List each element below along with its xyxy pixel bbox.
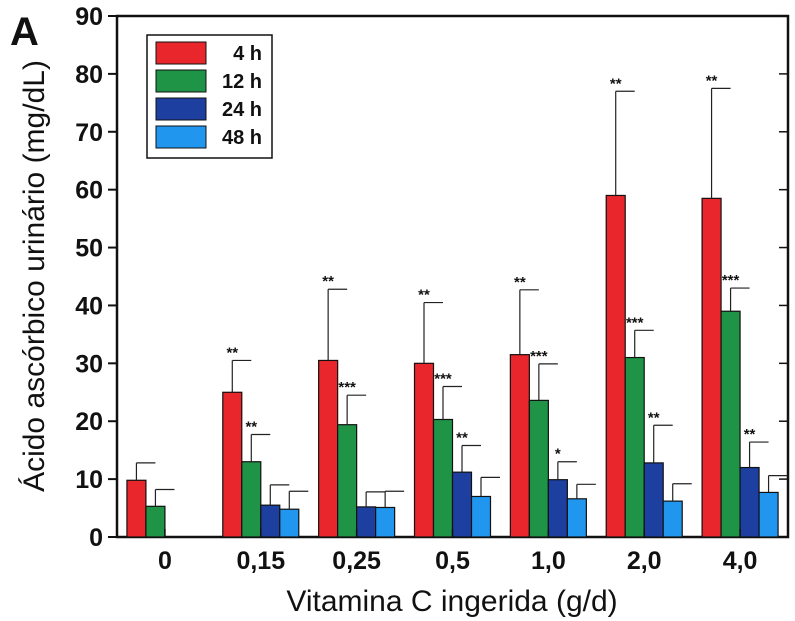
y-tick-label: 20 bbox=[75, 408, 103, 436]
significance-mark: ** bbox=[245, 419, 257, 436]
x-axis-label: Vitamina C ingerida (g/d) bbox=[286, 585, 617, 618]
bar bbox=[145, 505, 166, 538]
bar bbox=[470, 495, 492, 538]
bar bbox=[624, 356, 645, 538]
x-tick-label: 0 bbox=[158, 547, 172, 575]
bar bbox=[222, 391, 243, 538]
panel-label: A bbox=[10, 10, 39, 54]
bar bbox=[337, 424, 358, 538]
y-tick-label: 50 bbox=[75, 235, 103, 263]
bar bbox=[701, 197, 722, 538]
significance-mark: ** bbox=[418, 287, 430, 304]
y-tick-label: 60 bbox=[75, 177, 103, 205]
legend-items: 4 h 12 h 24 h 48 h bbox=[155, 41, 262, 149]
y-axis: 0 10 20 30 40 50 60 70 80 90 bbox=[75, 3, 788, 552]
significance-mark: *** bbox=[722, 272, 740, 289]
x-tick-label: 4,0 bbox=[723, 547, 758, 575]
legend-swatch bbox=[155, 69, 207, 93]
x-tick-label: 0,15 bbox=[236, 547, 285, 575]
bar bbox=[758, 491, 779, 538]
significance-mark: *** bbox=[626, 314, 644, 331]
bar bbox=[662, 500, 683, 538]
significance-mark: ** bbox=[744, 426, 756, 443]
significance-mark: * bbox=[555, 446, 561, 463]
x-tick-label: 0,25 bbox=[332, 547, 381, 575]
bar bbox=[547, 479, 568, 538]
legend: 4 h 12 h 24 h 48 h bbox=[146, 34, 273, 159]
significance-mark: ** bbox=[610, 75, 622, 92]
bar bbox=[413, 362, 435, 538]
bar bbox=[241, 461, 262, 538]
x-tick-label: 1,0 bbox=[531, 547, 566, 575]
x-axis: 0 0,15 0,25 0,5 1,0 2,0 4,0 bbox=[158, 529, 757, 575]
y-tick-label: 90 bbox=[75, 3, 103, 31]
bar bbox=[643, 462, 664, 538]
significance-mark: ** bbox=[322, 273, 334, 290]
x-tick-label: 2,0 bbox=[627, 547, 662, 575]
bar bbox=[605, 194, 626, 538]
y-tick-label: 80 bbox=[75, 61, 103, 89]
bar bbox=[375, 506, 396, 538]
legend-label: 48 h bbox=[222, 127, 262, 149]
significance-mark: *** bbox=[338, 379, 356, 396]
y-tick-label: 10 bbox=[75, 466, 103, 494]
legend-swatch bbox=[155, 97, 207, 121]
y-axis-label: Ácido ascórbico urinário (mg/dL) bbox=[18, 60, 51, 492]
legend-label: 4 h bbox=[233, 43, 262, 65]
legend-label: 12 h bbox=[222, 71, 262, 93]
significance-mark: ** bbox=[648, 409, 660, 426]
significance-mark: ** bbox=[456, 430, 468, 447]
significance-mark: ** bbox=[514, 274, 526, 291]
y-tick-label: 30 bbox=[75, 350, 103, 378]
y-tick-label: 70 bbox=[75, 119, 103, 147]
bar bbox=[509, 354, 530, 538]
legend-label: 24 h bbox=[222, 99, 262, 121]
bar bbox=[720, 310, 741, 538]
bar bbox=[528, 399, 549, 538]
bar bbox=[318, 359, 339, 538]
bar bbox=[739, 466, 760, 538]
significance-mark: *** bbox=[434, 370, 452, 387]
significance-mark: ** bbox=[706, 72, 718, 89]
x-tick-label: 0,5 bbox=[435, 547, 470, 575]
legend-swatch bbox=[155, 125, 207, 149]
y-tick-label: 40 bbox=[75, 292, 103, 320]
y-tick-label: 0 bbox=[89, 524, 103, 552]
bar bbox=[279, 508, 300, 538]
significance-mark: *** bbox=[530, 348, 548, 365]
bars-layer: ********** ************************** bbox=[126, 72, 788, 538]
bar bbox=[260, 504, 281, 538]
bar bbox=[432, 418, 454, 538]
bar bbox=[126, 479, 147, 538]
bar bbox=[356, 506, 377, 538]
legend-swatch bbox=[155, 41, 207, 65]
bar bbox=[451, 471, 473, 538]
significance-mark: ** bbox=[226, 344, 238, 361]
bar bbox=[566, 498, 587, 538]
